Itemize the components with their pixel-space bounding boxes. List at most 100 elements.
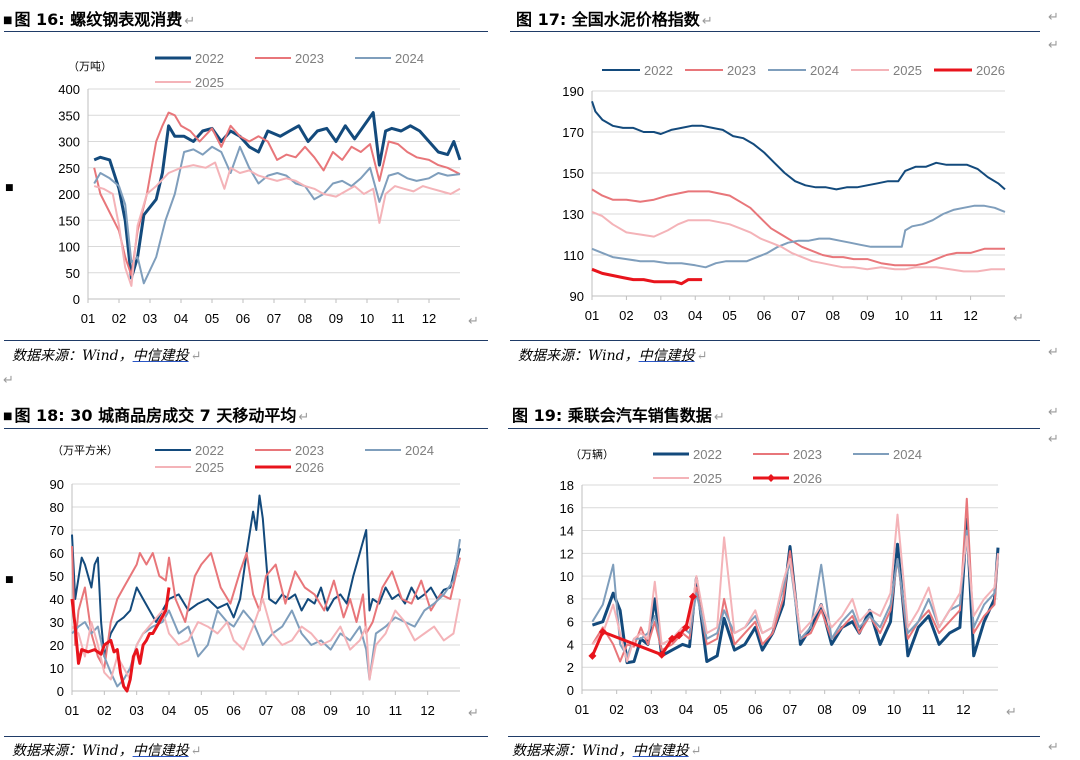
bullet-marker: ■ xyxy=(5,575,14,585)
panel-title-16: ■ 图 16: 螺纹钢表观消费 ↵ xyxy=(3,6,195,30)
y-tick-label: 0 xyxy=(57,684,64,699)
y-tick-label: 12 xyxy=(560,546,574,561)
series-line-2024 xyxy=(591,204,1006,269)
y-tick-label: 190 xyxy=(562,84,584,99)
legend-label-2023: 2023 xyxy=(793,447,822,462)
panel-title-text: 图 17: 全国水泥价格指数 xyxy=(516,10,700,29)
series-line-2025 xyxy=(591,513,999,663)
x-tick-label: 06 xyxy=(748,702,762,717)
x-tick-label: 01 xyxy=(65,703,79,718)
x-tick-label: 05 xyxy=(713,702,727,717)
series-line-2025 xyxy=(591,210,1005,273)
x-tick-label: 04 xyxy=(162,703,176,718)
series-line-2026 xyxy=(591,267,703,286)
return-mark-icon: ↵ xyxy=(298,410,310,425)
y-tick-label: 70 xyxy=(50,523,64,538)
x-tick-label: 10 xyxy=(356,703,370,718)
source-note-19: 数据来源：Wind，中信建投 ↵ xyxy=(512,740,702,760)
x-tick-label: 01 xyxy=(575,702,589,717)
chart-17: 90 110 130 150 170 190 01 02 03 04 05 06 07 08 09 10 11 1… xyxy=(562,63,1024,325)
legend-label-2025: 2025 xyxy=(693,471,722,486)
series-point-2026 xyxy=(588,651,597,660)
y-tick-label: 130 xyxy=(562,207,584,222)
series-line-2026 xyxy=(70,587,171,693)
series-point-2026 xyxy=(598,627,607,636)
y-tick-label: 150 xyxy=(562,166,584,181)
series-line-2022 xyxy=(93,111,462,280)
x-tick-label: 11 xyxy=(391,311,405,326)
y-tick-label: 110 xyxy=(563,248,584,263)
series-line-2024 xyxy=(93,145,461,285)
legend-label-2026: 2026 xyxy=(295,460,324,475)
x-tick-label: 04 xyxy=(174,311,188,326)
y-tick-label: 10 xyxy=(560,569,574,584)
series-point-2026 xyxy=(657,650,666,659)
chart-16: （万吨） 0 50 100 150 200 250 300 350 400 01 02 03 04 05 06… xyxy=(58,51,479,328)
bullet-marker: ■ xyxy=(5,183,14,193)
y-tick-label: 0 xyxy=(73,292,80,307)
x-tick-label: 10 xyxy=(360,311,374,326)
legend-label-2024: 2024 xyxy=(395,51,424,66)
x-tick-label: 02 xyxy=(97,703,111,718)
x-tick-label: 12 xyxy=(956,702,970,717)
x-tick-label: 03 xyxy=(654,308,668,323)
chart-18: （万平方米） 0 10 20 30 40 50 60 70 80 90 01 02 03 04 05 06 07 0… xyxy=(50,443,479,720)
legend-label-2026: 2026 xyxy=(976,63,1005,78)
source-rule xyxy=(508,736,1040,737)
x-tick-label: 11 xyxy=(929,308,943,323)
y-tick-label: 2 xyxy=(567,660,574,675)
legend-label-2025: 2025 xyxy=(195,460,224,475)
return-mark-icon: ↵ xyxy=(701,14,713,29)
series-point-2026 xyxy=(688,592,697,601)
x-tick-label: 09 xyxy=(323,703,337,718)
series-line-2022 xyxy=(71,494,461,658)
x-tick-label: 05 xyxy=(205,311,219,326)
panel-title-18: ■ 图 18: 30 城商品房成交 7 天移动平均 ↵ xyxy=(3,402,309,426)
panel-title-text: 图 16: 螺纹钢表观消费 xyxy=(14,10,183,29)
legend-label-2024: 2024 xyxy=(405,443,434,458)
y-tick-label: 250 xyxy=(58,161,80,176)
x-tick-label: 02 xyxy=(112,311,126,326)
y-tick-label: 40 xyxy=(50,592,64,607)
source-rule xyxy=(510,340,1040,341)
return-mark-icon: ↵ xyxy=(1013,310,1024,325)
y-tick-label: 300 xyxy=(58,135,80,150)
x-tick-label: 03 xyxy=(644,702,658,717)
y-tick-label: 80 xyxy=(50,500,64,515)
source-text: 数据来源：Wind， xyxy=(12,743,133,759)
title-rule xyxy=(4,428,488,429)
x-tick-label: 06 xyxy=(236,311,250,326)
y-tick-label: 200 xyxy=(58,187,80,202)
return-mark-icon: ↵ xyxy=(690,744,702,759)
return-mark-icon: ↵ xyxy=(1048,740,1059,755)
legend-label-2023: 2023 xyxy=(727,63,756,78)
return-mark-icon: ↵ xyxy=(713,410,725,425)
x-tick-label: 09 xyxy=(329,311,343,326)
legend-label-2023: 2023 xyxy=(295,51,324,66)
x-tick-label: 11 xyxy=(389,703,403,718)
x-tick-label: 07 xyxy=(267,311,281,326)
legend-marker-2026 xyxy=(767,474,775,482)
y-tick-label: 170 xyxy=(562,125,584,140)
y-tick-label: 400 xyxy=(58,82,80,97)
series-line-2023 xyxy=(591,188,1005,267)
return-mark-icon: ↵ xyxy=(184,14,196,29)
source-brand: 中信建投 xyxy=(132,743,189,759)
x-tick-label: 08 xyxy=(298,311,312,326)
y-tick-label: 20 xyxy=(50,638,64,653)
series-point-2026 xyxy=(675,631,684,640)
panel-title-text: 图 18: 30 城商品房成交 7 天移动平均 xyxy=(14,406,297,425)
x-tick-label: 10 xyxy=(895,308,909,323)
panel-title-17: 图 17: 全国水泥价格指数 ↵ xyxy=(516,6,713,30)
x-tick-label: 04 xyxy=(679,702,693,717)
title-rule xyxy=(508,428,1040,429)
legend-label-2023: 2023 xyxy=(295,443,324,458)
series-line-2022 xyxy=(591,100,1006,191)
y-tick-label: 18 xyxy=(560,478,574,493)
return-mark-icon: ↵ xyxy=(3,373,14,388)
y-tick-label: 8 xyxy=(567,592,574,607)
y-tick-label: 90 xyxy=(50,477,64,492)
source-note-16: 数据来源：Wind，中信建投 ↵ xyxy=(12,345,202,365)
x-tick-label: 03 xyxy=(143,311,157,326)
source-rule xyxy=(4,340,488,341)
